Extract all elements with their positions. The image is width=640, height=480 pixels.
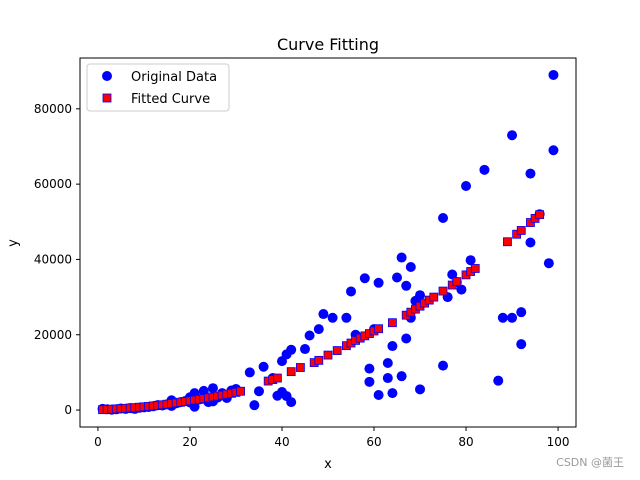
plot-frame: [79, 57, 577, 428]
legend-label-fitted-curve: Fitted Curve: [131, 92, 210, 107]
data-point: [447, 269, 458, 280]
data-point: [396, 371, 407, 382]
data-point: [396, 252, 407, 263]
data-point: [286, 344, 297, 355]
fitted-point: [470, 264, 480, 273]
data-point: [465, 255, 476, 266]
y-tick-label: 60000: [34, 177, 72, 191]
watermark: CSDN @菌王: [556, 456, 624, 469]
legend-label-original-data: Original Data: [131, 70, 217, 85]
data-point: [364, 376, 375, 387]
data-point: [387, 341, 398, 352]
y-tick-label: 80000: [34, 102, 72, 116]
data-point: [253, 386, 264, 397]
fitted-point: [388, 318, 397, 328]
data-point: [438, 360, 449, 371]
legend: Original Data Fitted Curve: [86, 63, 230, 112]
fitted-point: [438, 286, 448, 296]
data-point: [364, 363, 375, 374]
data-point: [318, 309, 329, 320]
data-point: [405, 261, 416, 272]
data-point: [392, 272, 403, 283]
data-point: [507, 312, 518, 323]
series-fitted-curve: [98, 210, 545, 415]
fitted-point: [236, 386, 245, 396]
data-point: [249, 400, 260, 411]
data-point: [258, 361, 269, 372]
x-axis-label: x: [324, 457, 332, 472]
data-point: [415, 384, 426, 395]
data-point: [341, 312, 352, 323]
data-point: [543, 258, 554, 269]
data-point: [299, 344, 310, 355]
legend-marker-fitted-curve: [102, 93, 112, 103]
data-point: [493, 375, 504, 386]
fitted-point: [286, 367, 296, 377]
data-point: [401, 333, 412, 344]
data-point: [198, 385, 209, 396]
y-axis-label: y: [6, 239, 21, 247]
data-point: [401, 280, 412, 291]
data-point: [548, 69, 559, 80]
data-point: [525, 168, 536, 179]
data-point: [516, 339, 527, 350]
fitted-point: [295, 363, 305, 372]
data-point: [304, 330, 315, 341]
data-point: [479, 164, 490, 175]
data-point: [327, 312, 338, 323]
data-point: [507, 130, 518, 141]
data-point: [373, 389, 384, 400]
chart-title: Curve Fitting: [277, 35, 379, 54]
fitted-point: [535, 210, 545, 220]
data-point: [456, 284, 467, 295]
data-point: [346, 286, 357, 297]
legend-marker-original-data: [102, 71, 112, 81]
fitted-point: [314, 355, 324, 365]
fitted-point: [516, 226, 526, 235]
data-point: [525, 237, 536, 248]
data-point: [244, 367, 255, 378]
fitted-point: [429, 292, 439, 302]
plot-area: [97, 69, 559, 415]
data-point: [516, 307, 527, 318]
data-point: [313, 324, 324, 335]
fitted-point: [332, 346, 342, 355]
fitted-point: [374, 324, 384, 334]
fitted-point: [272, 373, 282, 383]
data-point: [359, 273, 370, 284]
data-point: [497, 312, 508, 323]
y-tick-label: 20000: [34, 328, 72, 342]
data-point: [382, 373, 393, 384]
axes: 0 20 40 60 80 100 0 20000 40000 60000 80000: [34, 57, 577, 449]
data-point: [548, 145, 559, 156]
x-tick-label: 40: [274, 435, 289, 449]
data-point: [373, 277, 384, 288]
legend-box: [86, 63, 230, 112]
data-point: [415, 290, 426, 301]
fitted-point: [503, 237, 512, 247]
data-point: [461, 181, 472, 192]
x-tick-label: 80: [458, 435, 473, 449]
y-tick-label: 0: [64, 403, 72, 417]
data-point: [207, 383, 218, 394]
data-point: [387, 388, 398, 399]
y-tick-label: 40000: [34, 252, 72, 266]
x-tick-label: 100: [547, 435, 570, 449]
fitted-point: [323, 350, 333, 360]
x-tick-label: 20: [182, 435, 197, 449]
x-tick-label: 60: [366, 435, 381, 449]
x-tick-label: 0: [94, 435, 102, 449]
fitted-point: [452, 277, 462, 287]
data-point: [286, 397, 297, 408]
data-point: [438, 213, 449, 224]
data-point: [382, 357, 393, 368]
